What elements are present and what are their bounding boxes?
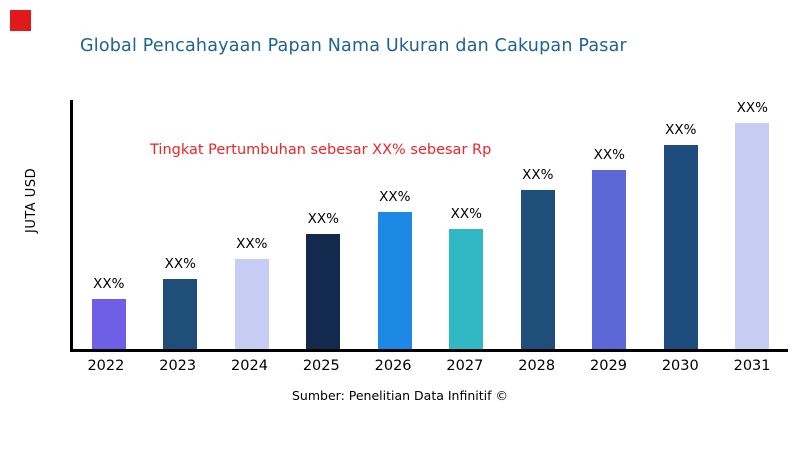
- bar-2029: [592, 169, 627, 349]
- bar-2030: [663, 144, 698, 349]
- bar-group-2030: XX%: [645, 100, 717, 349]
- bar-2031: [735, 123, 770, 349]
- bar-group-2029: XX%: [574, 100, 646, 349]
- y-axis-label: JUTA USD: [24, 167, 39, 233]
- bar-2026: [377, 212, 412, 349]
- x-tick-label: 2031: [733, 358, 771, 374]
- bar-group-2026: XX%: [359, 100, 431, 349]
- x-tick-label: 2029: [590, 358, 627, 374]
- bar-2023: [163, 279, 198, 349]
- source-text: Sumber: Penelitian Data Infinitif ©: [292, 388, 508, 403]
- x-tick-label: 2025: [302, 358, 340, 374]
- bar-group-2022: XX%: [73, 100, 145, 349]
- bar-value-label: XX%: [665, 121, 697, 138]
- bar-group-2031: XX%: [717, 100, 789, 349]
- chart-title: Global Pencahayaan Papan Nama Ukuran dan…: [80, 36, 627, 56]
- x-tick-label: 2028: [518, 358, 556, 374]
- x-tick-label: 2023: [159, 358, 197, 374]
- bar-group-2027: XX%: [431, 100, 503, 349]
- bar-value-label: XX%: [450, 206, 482, 223]
- bar-2024: [234, 259, 269, 349]
- bar-group-2024: XX%: [216, 100, 288, 349]
- bar-2027: [449, 229, 484, 349]
- bar-value-label: XX%: [522, 166, 554, 183]
- plot-area: XX% XX% XX% XX% XX% XX% XX% XX% XX% XX%: [70, 100, 788, 352]
- bar-value-label: XX%: [593, 146, 625, 163]
- x-tick-label: 2022: [87, 358, 125, 374]
- bar-group-2025: XX%: [288, 100, 360, 349]
- bar-group-2028: XX%: [502, 100, 574, 349]
- bars-row: XX% XX% XX% XX% XX% XX% XX% XX% XX% XX%: [73, 100, 788, 349]
- bar-value-label: XX%: [164, 256, 196, 273]
- x-tick-label: 2024: [231, 358, 268, 374]
- x-axis-ticks: 2022 2023 2024 2025 2026 2027 2028 2029 2030 2031: [70, 358, 788, 374]
- bar-value-label: XX%: [93, 276, 125, 293]
- bar-2025: [306, 234, 341, 349]
- growth-annotation: Tingkat Pertumbuhan sebesar XX% sebesar …: [150, 142, 492, 158]
- bar-value-label: XX%: [236, 236, 268, 253]
- x-tick-label: 2030: [661, 358, 699, 374]
- x-tick-label: 2026: [374, 358, 412, 374]
- bar-value-label: XX%: [307, 211, 339, 228]
- bar-2028: [520, 189, 555, 349]
- bar-value-label: XX%: [379, 189, 411, 206]
- bar-2022: [91, 299, 126, 349]
- x-tick-label: 2027: [446, 358, 484, 374]
- bar-value-label: XX%: [736, 100, 768, 116]
- bar-group-2023: XX%: [145, 100, 217, 349]
- red-square-logo: [10, 10, 31, 31]
